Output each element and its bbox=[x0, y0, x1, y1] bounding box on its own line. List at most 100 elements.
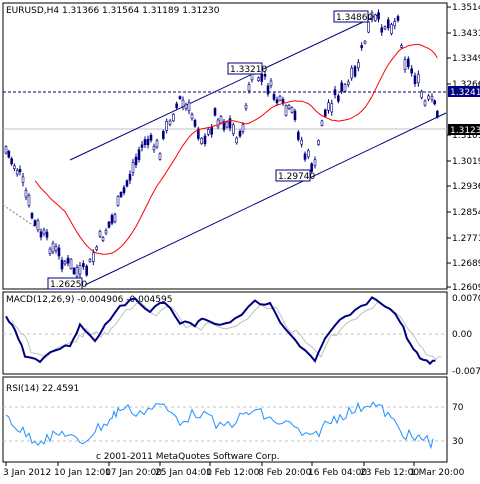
candle-body bbox=[436, 110, 439, 118]
candle-body bbox=[333, 89, 337, 96]
candle-body bbox=[42, 229, 46, 235]
macd-title: MACD(12,26,9) -0.004906 -0.004595 bbox=[6, 295, 172, 305]
candle-body bbox=[24, 190, 28, 198]
candle-body bbox=[370, 12, 374, 20]
candle-body bbox=[39, 231, 43, 238]
price-tick-1: 1.34315 bbox=[452, 29, 480, 39]
candle-body bbox=[347, 81, 350, 85]
macd-main-line bbox=[5, 296, 436, 366]
candle-body bbox=[216, 119, 220, 128]
annotation-low2: 1.29740 bbox=[278, 172, 315, 182]
candle-body bbox=[107, 221, 111, 228]
channel-lower-line bbox=[84, 112, 447, 286]
rsi-panel bbox=[2, 376, 448, 463]
candle-body bbox=[413, 75, 417, 84]
candle-body bbox=[116, 196, 120, 206]
candle-body bbox=[407, 58, 410, 67]
candle-body bbox=[88, 258, 92, 262]
main-panel bbox=[2, 2, 448, 290]
candle-body bbox=[263, 74, 267, 77]
current-price-label: 1.31230 bbox=[450, 126, 480, 136]
candle-body bbox=[272, 94, 276, 100]
candle-body bbox=[113, 214, 117, 222]
candle-body bbox=[232, 124, 235, 135]
candle-body bbox=[178, 96, 182, 100]
candle-body bbox=[110, 215, 114, 224]
candle-body bbox=[72, 267, 76, 275]
candle-body bbox=[420, 91, 423, 98]
candle-body bbox=[85, 265, 88, 276]
candle-body bbox=[98, 231, 102, 237]
candle-body bbox=[287, 105, 291, 109]
candle-body bbox=[290, 107, 294, 113]
candle-body bbox=[10, 158, 13, 165]
candle-body bbox=[57, 247, 61, 257]
candle-body bbox=[393, 21, 397, 27]
level-label: 1.32410 bbox=[450, 88, 480, 98]
candle-body bbox=[51, 242, 55, 253]
candle-body bbox=[92, 252, 95, 262]
price-tick-2: 1.33490 bbox=[452, 54, 480, 64]
candle-body bbox=[101, 237, 105, 241]
candle-body bbox=[165, 121, 168, 131]
time-label-8: 1 Mar 20:00 bbox=[410, 468, 465, 478]
time-label-6: 16 Feb 04:00 bbox=[308, 468, 367, 478]
candle-body bbox=[187, 102, 191, 111]
candle-body bbox=[119, 192, 123, 198]
candle-body bbox=[60, 259, 64, 270]
candle-body bbox=[403, 59, 407, 70]
annotation-box-low bbox=[47, 277, 83, 290]
candle-body bbox=[78, 265, 82, 275]
candle-body bbox=[327, 102, 330, 111]
candle-body bbox=[203, 135, 207, 145]
candle-body bbox=[69, 258, 73, 270]
candle-body bbox=[134, 156, 138, 166]
candle-body bbox=[7, 150, 11, 158]
candle-body bbox=[343, 84, 347, 92]
candle-body bbox=[222, 121, 226, 130]
price-tick-6: 1.29365 bbox=[452, 182, 480, 192]
candle-body bbox=[104, 230, 108, 234]
candle-body bbox=[63, 261, 67, 265]
annotation-mid: 1.33210 bbox=[230, 65, 267, 75]
candle-body bbox=[21, 176, 25, 183]
candle-body bbox=[235, 137, 238, 144]
candle-body bbox=[172, 113, 175, 122]
candle-body bbox=[175, 103, 178, 109]
candle-body bbox=[307, 150, 310, 158]
candle-body bbox=[300, 139, 303, 145]
candle-body bbox=[149, 134, 153, 141]
candle-body bbox=[293, 110, 297, 120]
candle-body bbox=[396, 16, 400, 21]
channel-upper-line bbox=[69, 13, 381, 161]
candle-body bbox=[367, 21, 370, 33]
candle-body bbox=[297, 131, 300, 140]
candle-body bbox=[4, 146, 8, 154]
annotation-high: 1.34860 bbox=[336, 13, 373, 23]
candle-body bbox=[36, 220, 40, 231]
candle-body bbox=[140, 144, 144, 148]
candle-body bbox=[15, 170, 19, 175]
candle-body bbox=[193, 119, 197, 127]
price-tick-3: 1.32665 bbox=[452, 80, 480, 90]
candle-body bbox=[168, 120, 172, 125]
candle-body bbox=[383, 26, 387, 30]
candle-body bbox=[45, 231, 49, 238]
candle-body bbox=[30, 213, 34, 219]
price-tick-8: 1.27715 bbox=[452, 234, 480, 244]
candle-body bbox=[247, 84, 251, 92]
candle-body bbox=[373, 14, 377, 21]
annotation-box-high bbox=[333, 10, 369, 23]
candle-body bbox=[340, 82, 343, 92]
price-tick-10: 1.26090 bbox=[452, 283, 480, 293]
candle-body bbox=[184, 104, 188, 109]
candle-body bbox=[210, 127, 213, 135]
price-tick-4: 1.31015 bbox=[452, 131, 480, 141]
candle-body bbox=[260, 73, 264, 82]
candle-body bbox=[27, 195, 31, 206]
annotation-box-low2 bbox=[275, 169, 311, 182]
candle-body bbox=[66, 257, 70, 264]
macd-tick-0: 0.007077 bbox=[452, 294, 480, 304]
candle-body bbox=[228, 118, 232, 129]
